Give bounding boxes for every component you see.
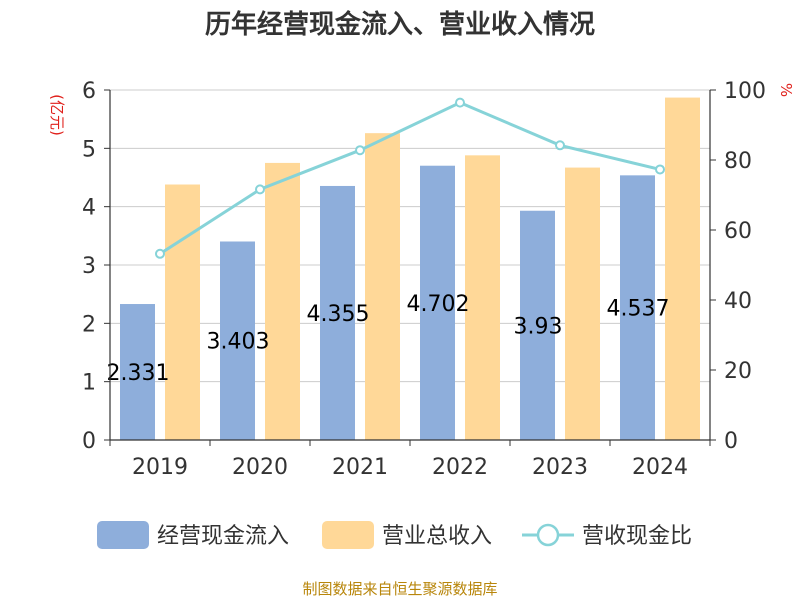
legend: 经营现金流入 营业总收入 营收现金比: [97, 521, 692, 549]
x-tick-label: 2023: [532, 455, 588, 480]
ratio-point: [355, 145, 365, 156]
left-tick-label: 4: [82, 196, 96, 221]
right-tick-label: 0: [724, 429, 738, 454]
bar-value-label: 4.702: [407, 292, 470, 317]
bar-cash-inflow: [620, 175, 655, 440]
legend-marker-ratio: [536, 523, 560, 547]
right-tick-label: 100: [724, 79, 766, 104]
bar-revenue: [465, 155, 500, 441]
right-axis-unit: %: [777, 83, 795, 97]
bar-value-label: 2.331: [107, 361, 170, 386]
bar-revenue: [365, 133, 400, 440]
bar-value-label: 4.355: [307, 302, 370, 327]
legend-label-revenue: 营业总收入: [382, 524, 492, 549]
legend-label-cash-inflow: 经营现金流入: [157, 524, 289, 549]
left-axis-unit: (亿元): [48, 94, 66, 136]
bar-revenue: [565, 167, 600, 441]
bar-cash-inflow: [120, 304, 155, 440]
ratio-point: [555, 140, 565, 151]
bar-value-label: 3.403: [207, 330, 270, 355]
left-tick-label: 6: [82, 79, 96, 104]
legend-label-ratio: 营收现金比: [582, 524, 692, 549]
bar-cash-inflow: [420, 165, 455, 440]
left-tick-label: 2: [82, 312, 96, 337]
bar-cash-inflow: [520, 210, 555, 440]
x-tick-label: 2020: [232, 455, 288, 480]
right-tick-label: 20: [724, 359, 752, 384]
ratio-line: [159, 100, 661, 256]
x-tick-label: 2022: [432, 455, 488, 480]
bar-revenue: [665, 97, 700, 440]
left-tick-label: 3: [82, 254, 96, 279]
left-tick-label: 1: [82, 371, 96, 396]
ratio-point: [655, 164, 665, 175]
bar-revenue: [165, 184, 200, 440]
right-tick-label: 80: [724, 149, 752, 174]
ratio-point: [255, 184, 265, 195]
x-tick-label: 2019: [132, 455, 188, 480]
ratio-line-layer: [155, 97, 665, 259]
data-labels: 2.331 3.403 4.355 4.702 3.93 4.537: [107, 292, 670, 386]
bar-cash-inflow: [320, 185, 355, 440]
bar-cash-inflow: [220, 241, 255, 440]
right-tick-label: 60: [724, 219, 752, 244]
grid-lines: [110, 89, 710, 383]
left-tick-label: 5: [82, 137, 96, 162]
legend-swatch-cash-inflow: [97, 521, 149, 549]
chart-title: 历年经营现金流入、营业收入情况: [205, 9, 595, 40]
bar-revenue: [265, 162, 300, 440]
right-tick-label: 40: [724, 289, 752, 314]
x-tick-label: 2021: [332, 455, 388, 480]
x-tick-label: 2024: [632, 455, 688, 480]
left-tick-label: 0: [82, 429, 96, 454]
bar-value-label: 3.93: [514, 314, 563, 339]
source-note: 制图数据来自恒生聚源数据库: [302, 580, 497, 598]
bar-value-label: 4.537: [607, 297, 670, 322]
ratio-point: [455, 97, 465, 108]
bars: [120, 97, 700, 441]
ratio-point: [155, 248, 165, 259]
legend-swatch-revenue: [322, 521, 374, 549]
